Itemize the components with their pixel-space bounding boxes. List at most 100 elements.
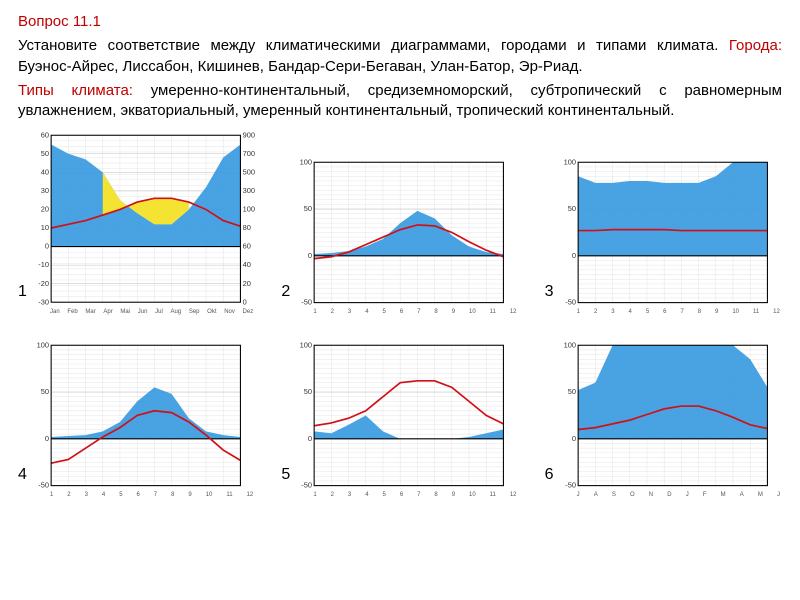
svg-text:-10: -10 (38, 260, 49, 269)
svg-text:-50: -50 (302, 298, 313, 307)
svg-text:0: 0 (243, 298, 247, 307)
svg-text:50: 50 (41, 387, 49, 396)
month-tick: 4 (365, 309, 368, 315)
month-tick: 10 (732, 309, 739, 315)
month-tick: 10 (469, 492, 476, 498)
month-tick: Mai (120, 309, 130, 315)
chart-wrap: -50050100 JASONDJFMAMJ (559, 341, 782, 498)
month-tick: 7 (680, 309, 683, 315)
month-tick: 6 (136, 492, 139, 498)
month-tick: 11 (490, 309, 496, 315)
chart-wrap: -50050100 123456789101112 (32, 341, 255, 498)
svg-text:10: 10 (41, 223, 49, 232)
temperature-line (578, 229, 767, 230)
month-tick: M (758, 492, 763, 498)
svg-text:-50: -50 (565, 298, 576, 307)
svg-text:80: 80 (243, 223, 251, 232)
month-tick: 12 (510, 492, 517, 498)
chart-number: 6 (545, 466, 559, 498)
chart-cell-4: 4 -50050100 123456789101112 (18, 341, 255, 498)
month-tick: 4 (629, 309, 632, 315)
chart-number: 1 (18, 283, 32, 315)
month-tick: Mar (85, 309, 95, 315)
svg-text:50: 50 (304, 387, 312, 396)
types-label: Типы климата: (18, 82, 133, 99)
month-tick: F (703, 492, 707, 498)
svg-text:50: 50 (567, 204, 575, 213)
svg-text:-20: -20 (38, 279, 49, 288)
svg-text:40: 40 (243, 260, 251, 269)
month-tick: 5 (646, 309, 649, 315)
chart-number: 2 (281, 283, 295, 315)
svg-text:100: 100 (37, 341, 49, 349)
svg-text:-50: -50 (565, 480, 576, 489)
svg-text:100: 100 (300, 341, 312, 349)
month-tick: A (594, 492, 598, 498)
month-tick: A (740, 492, 744, 498)
svg-text:60: 60 (41, 131, 49, 139)
month-tick: 8 (434, 309, 437, 315)
month-tick: 5 (119, 492, 122, 498)
climate-chart-4: -50050100 (32, 341, 255, 490)
svg-text:-30: -30 (38, 298, 49, 307)
month-tick: 9 (452, 492, 455, 498)
month-tick: Jan (50, 309, 60, 315)
month-tick: 1 (313, 492, 316, 498)
month-tick: 2 (67, 492, 70, 498)
svg-text:100: 100 (300, 158, 312, 166)
cities-text: Буэнос-Айрес, Лиссабон, Кишинев, Бандар-… (18, 58, 583, 75)
svg-text:20: 20 (243, 279, 251, 288)
svg-text:700: 700 (243, 149, 255, 158)
month-tick: 1 (50, 492, 53, 498)
month-tick: 2 (331, 309, 334, 315)
month-labels: JASONDJFMAMJ (559, 490, 782, 498)
month-tick: 7 (154, 492, 157, 498)
title-label: Вопрос 11.1 (18, 13, 101, 30)
svg-text:0: 0 (45, 242, 49, 251)
svg-text:-50: -50 (302, 480, 313, 489)
types-text: умеренно-континентальный, средиземноморс… (18, 82, 782, 119)
month-tick: Nov (224, 309, 235, 315)
svg-text:100: 100 (563, 341, 575, 349)
month-tick: 6 (400, 492, 403, 498)
month-tick: J (777, 492, 780, 498)
month-tick: 3 (348, 309, 351, 315)
month-tick: Aug (170, 309, 181, 315)
chart-number: 4 (18, 466, 32, 498)
month-tick: 12 (773, 309, 780, 315)
month-tick: 9 (188, 492, 191, 498)
month-tick: 1 (577, 309, 580, 315)
month-tick: 11 (490, 492, 496, 498)
month-tick: 3 (85, 492, 88, 498)
cities-label: Города: (729, 37, 782, 54)
month-tick: 5 (383, 309, 386, 315)
svg-text:50: 50 (304, 204, 312, 213)
month-tick: 12 (247, 492, 254, 498)
month-tick: J (686, 492, 689, 498)
month-tick: Dez (243, 309, 254, 315)
climate-chart-2: -50050100 (295, 158, 518, 307)
svg-text:100: 100 (243, 205, 255, 214)
chart-cell-2: 2 -50050100 123456789101112 (281, 131, 518, 314)
month-labels: 123456789101112 (32, 490, 255, 498)
svg-text:-50: -50 (38, 480, 49, 489)
month-tick: 3 (611, 309, 614, 315)
month-tick: 9 (715, 309, 718, 315)
month-tick: 8 (171, 492, 174, 498)
svg-text:100: 100 (563, 158, 575, 166)
chart-cell-6: 6 -50050100 JASONDJFMAMJ (545, 341, 782, 498)
month-tick: Sep (189, 309, 200, 315)
month-tick: Feb (67, 309, 77, 315)
month-tick: 2 (594, 309, 597, 315)
intro-text: Установите соответствие между климатичес… (18, 37, 718, 54)
chart-wrap: -50050100 123456789101112 (559, 158, 782, 315)
svg-text:40: 40 (41, 168, 49, 177)
month-tick: S (612, 492, 616, 498)
month-tick: 4 (102, 492, 105, 498)
month-tick: 12 (510, 309, 517, 315)
svg-text:30: 30 (41, 186, 49, 195)
month-tick: 7 (417, 309, 420, 315)
month-tick: J (577, 492, 580, 498)
svg-text:50: 50 (41, 149, 49, 158)
month-tick: 5 (383, 492, 386, 498)
